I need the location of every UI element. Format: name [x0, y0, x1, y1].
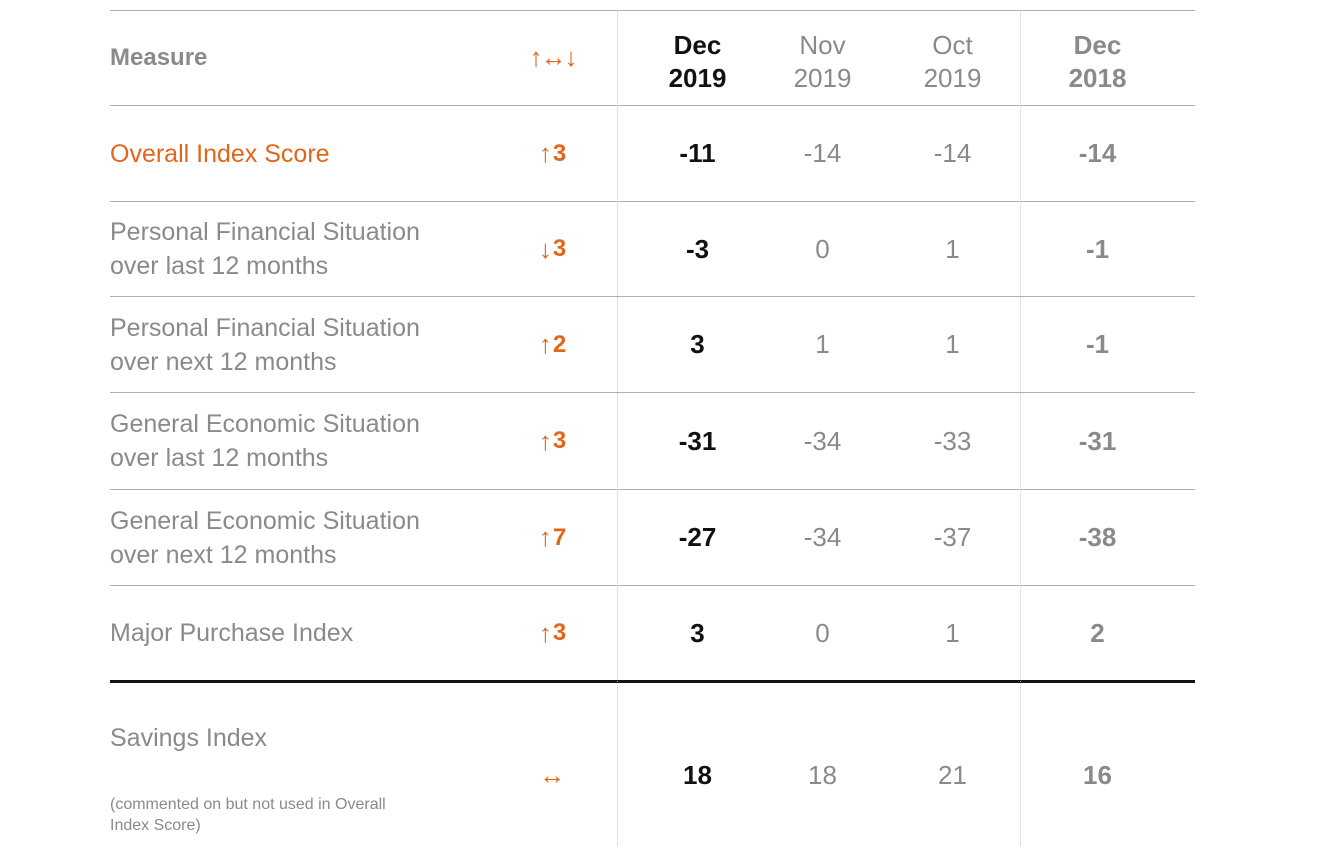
value-dec-2018: -1: [1085, 233, 1110, 264]
value-dec-2019: -31: [678, 425, 717, 456]
value-nov-2019: -34: [803, 425, 842, 456]
change-value: 7: [552, 523, 567, 551]
savings-index-row: Savings Index: [110, 718, 510, 758]
change-indicator: ↑ 3: [515, 586, 590, 680]
arrow-up-icon: ↑: [538, 617, 552, 648]
change-indicator: ↔: [515, 750, 590, 800]
arrow-up-icon: ↑: [538, 138, 552, 168]
arrow-up-icon: ↑: [538, 329, 552, 359]
measure-sublabel: over next 12 months: [110, 347, 337, 376]
column-divider: [1020, 10, 1021, 846]
value-nov-2019: 0: [815, 233, 830, 264]
measure-label: General Economic Situation: [110, 410, 420, 438]
row-divider: [110, 585, 1195, 586]
column-header-year: 2019: [668, 63, 727, 93]
row-divider: [110, 392, 1195, 393]
measure-label: Personal Financial Situation: [110, 313, 420, 342]
value-nov-2019: 1: [815, 329, 830, 359]
column-header-dec-2018: Dec 2018: [1030, 22, 1165, 102]
column-header-month: Oct: [932, 30, 973, 60]
measure-label: Savings Index: [110, 724, 268, 752]
row-divider: [110, 201, 1195, 202]
column-header-month: Dec: [673, 30, 722, 60]
row-divider: [110, 296, 1195, 297]
measure-label: General Economic Situation: [110, 506, 420, 535]
value-dec-2019: 3: [690, 329, 705, 359]
change-value: 3: [552, 139, 567, 167]
header-measure: Measure: [110, 10, 510, 105]
change-value: 3: [552, 619, 567, 646]
row-divider: [110, 489, 1195, 490]
table-row-major-purchase: Major Purchase Index: [110, 586, 510, 680]
value-dec-2019: 18: [683, 759, 712, 790]
header-rule: [110, 105, 1195, 106]
savings-note-line: Index Score): [110, 817, 201, 834]
arrow-up-icon: ↑: [538, 522, 552, 552]
change-indicator: ↑ 7: [515, 490, 590, 585]
value-dec-2018: -1: [1085, 329, 1110, 359]
value-oct-2019: -14: [933, 138, 972, 168]
measure-sublabel: over last 12 months: [110, 252, 329, 280]
change-value: 2: [552, 330, 567, 358]
table-row-overall-index-score: Overall Index Score: [110, 106, 510, 201]
value-oct-2019: -33: [933, 425, 972, 456]
index-table: Measure ↑↔↓ Dec 2019 Nov 2019 Oct 2019 D…: [110, 10, 1195, 846]
savings-note: (commented on but not used in Overall In…: [110, 792, 510, 838]
value-oct-2019: 1: [945, 329, 960, 359]
column-header-dec-2019: Dec 2019: [630, 22, 765, 102]
value-dec-2018: -14: [1078, 138, 1117, 168]
value-dec-2019: -11: [679, 138, 716, 168]
value-oct-2019: 1: [945, 233, 960, 264]
savings-separator-rule: [110, 680, 1195, 683]
arrow-left-right-icon: ↔: [539, 759, 565, 790]
measure-label: Personal Financial Situation: [110, 218, 420, 246]
arrow-up-icon: ↑: [538, 425, 552, 456]
measure-sublabel: over last 12 months: [110, 444, 329, 472]
column-header-year: 2019: [923, 63, 982, 93]
value-dec-2018: -31: [1078, 425, 1117, 456]
change-indicator: ↓ 3: [515, 202, 590, 296]
value-dec-2018: 16: [1083, 759, 1112, 790]
change-direction-icon: ↑↔↓: [529, 42, 578, 72]
value-nov-2019: 18: [808, 759, 837, 790]
table-row-general-economic-next: General Economic Situation over next 12 …: [110, 490, 510, 585]
change-indicator: ↑ 2: [515, 297, 590, 392]
table-row-personal-financial-next: Personal Financial Situation over next 1…: [110, 297, 510, 392]
column-header-year: 2018: [1068, 63, 1127, 93]
change-value: 3: [552, 427, 567, 454]
measure-heading: Measure: [110, 43, 208, 71]
value-nov-2019: -14: [803, 138, 842, 168]
column-header-month: Nov: [799, 30, 846, 60]
column-header-nov-2019: Nov 2019: [755, 22, 890, 102]
change-value: 3: [552, 235, 567, 262]
value-dec-2019: 3: [690, 617, 705, 648]
column-divider: [617, 10, 618, 846]
value-dec-2019: -3: [685, 233, 710, 264]
value-dec-2019: -27: [678, 522, 717, 552]
measure-label: Major Purchase Index: [110, 619, 354, 647]
change-indicator: ↑ 3: [515, 106, 590, 201]
table-top-rule: [110, 10, 1195, 11]
table-row-general-economic-last: General Economic Situation over last 12 …: [110, 393, 510, 489]
column-header-month: Dec: [1073, 30, 1122, 60]
column-header-year: 2019: [793, 63, 852, 93]
measure-sublabel: over next 12 months: [110, 540, 337, 569]
value-nov-2019: -34: [803, 522, 842, 552]
arrow-down-icon: ↓: [538, 233, 552, 264]
savings-note-line: (commented on but not used in Overall: [110, 796, 386, 813]
value-oct-2019: 1: [945, 617, 960, 648]
value-dec-2018: 2: [1090, 617, 1105, 648]
measure-label: Overall Index Score: [110, 139, 330, 168]
change-indicator: ↑ 3: [515, 393, 590, 489]
value-oct-2019: 21: [938, 759, 967, 790]
value-nov-2019: 0: [815, 617, 830, 648]
table-row-personal-financial-last: Personal Financial Situation over last 1…: [110, 202, 510, 296]
value-dec-2018: -38: [1078, 522, 1117, 552]
column-header-oct-2019: Oct 2019: [885, 22, 1020, 102]
value-oct-2019: -37: [933, 522, 972, 552]
